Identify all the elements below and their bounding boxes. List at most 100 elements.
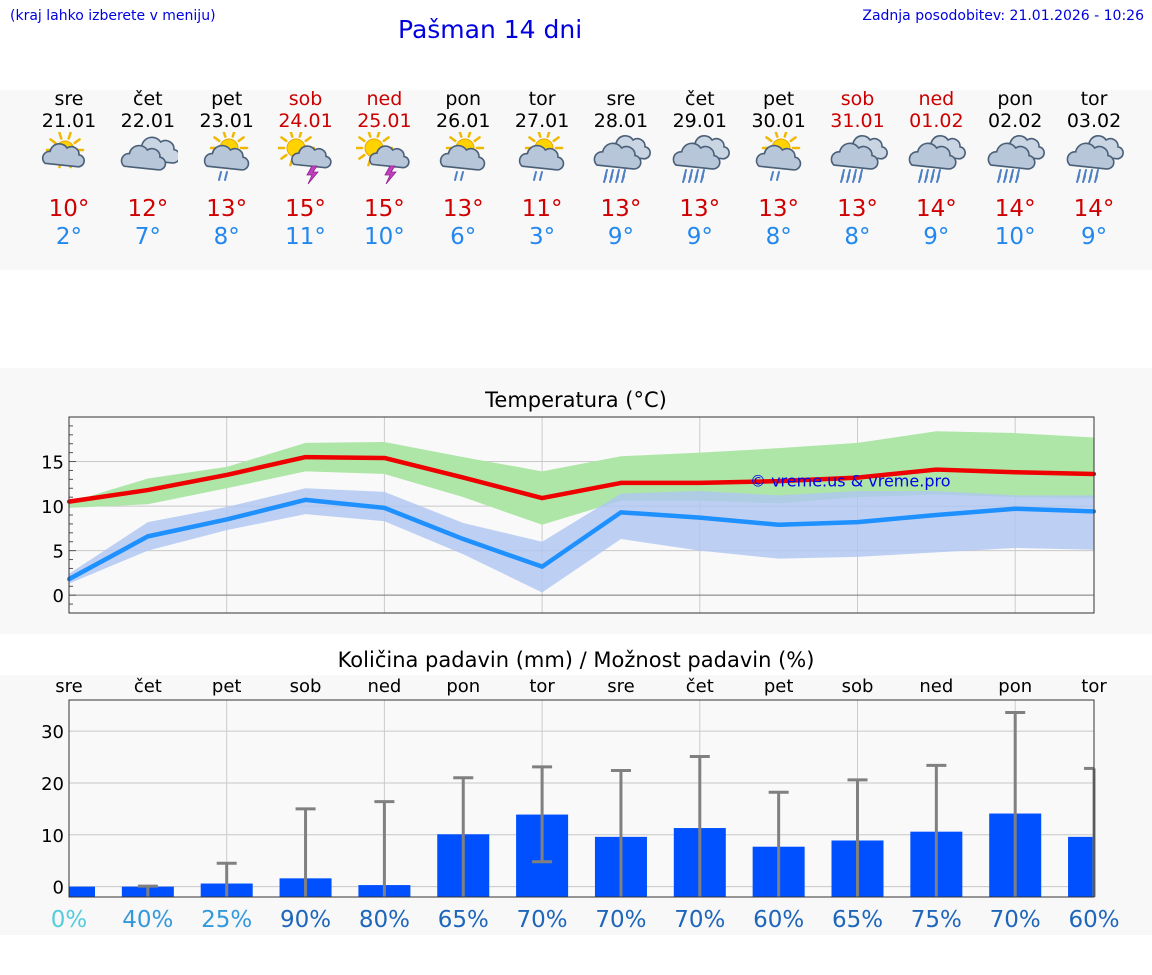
day-column: sob 31.01 13° 8°: [818, 88, 898, 258]
precipitation-bar: [69, 886, 95, 897]
day-column: čet 22.01 12° 7°: [108, 88, 188, 258]
max-temperature-point: [145, 488, 150, 493]
max-temperature-line: [68, 454, 1095, 504]
y-tick-label: 15: [41, 453, 64, 474]
day-name: ned: [918, 88, 955, 110]
y-tick-label: 5: [53, 542, 64, 563]
day-column: sre 28.01 13° 9°: [581, 88, 661, 258]
max-temperature: 10°: [48, 196, 90, 222]
day-date: 30.01: [751, 110, 806, 132]
max-temperature: 14°: [994, 196, 1036, 222]
max-temperature-range-band: [69, 431, 1095, 525]
probability-label: 70%: [990, 907, 1041, 933]
day-name: pet: [211, 88, 243, 110]
max-temperature: 15°: [364, 196, 405, 222]
min-temperature-point: [934, 513, 939, 517]
min-temperature: 6°: [450, 224, 477, 250]
probability-label: 70%: [674, 907, 725, 933]
min-temperature-point: [382, 505, 387, 510]
probability-label: 60%: [1068, 907, 1119, 933]
day-name: pon: [997, 88, 1034, 110]
max-temperature: 11°: [521, 196, 563, 222]
daily-forecast-band: [0, 90, 1152, 270]
day-date: 01.02: [909, 110, 964, 132]
cloud-heavy-rain-icon: [908, 135, 967, 183]
min-temperature: 10°: [994, 224, 1036, 250]
probability-label: 70%: [595, 907, 646, 933]
temperature-chart-title: Temperatura (°C): [485, 388, 667, 412]
day-column: tor 03.02 14° 9°: [1054, 88, 1134, 258]
last-updated: Zadnja posodobitev: 21.01.2026 - 10:26: [862, 8, 1144, 24]
y-tick-label: 10: [41, 497, 64, 518]
min-temperature: 8°: [844, 224, 871, 250]
day-name: pon: [445, 88, 482, 110]
location-hint: (kraj lahko izberete v meniju): [10, 8, 216, 24]
day-name: čet: [685, 88, 715, 110]
max-temperature: 14°: [1073, 196, 1115, 222]
probability-label: 80%: [359, 907, 410, 933]
day-column: ned 01.02 14° 9°: [896, 88, 976, 258]
min-temperature: 9°: [1080, 224, 1108, 250]
min-temperature-point: [855, 520, 860, 525]
max-temperature-point: [934, 467, 939, 472]
day-column: sob 24.01 15° 11°: [266, 88, 346, 258]
day-date: 22.01: [120, 110, 176, 132]
sun-cloud-rain-icon: [439, 132, 486, 181]
min-temperature-point: [1013, 506, 1018, 511]
probability-label: 90%: [280, 907, 331, 933]
day-date: 24.01: [278, 110, 333, 132]
watermark: © vreme.us & vreme.pro: [750, 471, 951, 490]
probability-label: 75%: [911, 907, 962, 933]
category-label: ned: [919, 676, 953, 697]
sun-cloud-rain-icon: [755, 132, 801, 181]
y-tick-label: 20: [41, 774, 64, 795]
cloud-heavy-rain-icon: [987, 135, 1046, 183]
max-temperature: 12°: [127, 196, 169, 222]
day-date: 03.02: [1066, 110, 1122, 132]
day-column: pon 26.01 13° 6°: [423, 88, 503, 258]
min-temperature: 11°: [285, 224, 326, 250]
day-column: pet 30.01 13° 8°: [739, 88, 819, 258]
day-date: 27.01: [514, 110, 570, 132]
max-temperature: 13°: [679, 196, 721, 222]
day-date: 29.01: [672, 110, 727, 132]
plot-frame: [68, 416, 1095, 614]
sun-cloud-icon: [41, 132, 85, 169]
day-name: čet: [133, 88, 163, 110]
day-name: sob: [288, 88, 323, 110]
precipitation-chart: 0 10 20 30 sre čet pet sob ned pon tor sre čet pet sob…: [41, 676, 1120, 933]
probability-label: 70%: [517, 907, 568, 933]
min-temperature-point: [224, 517, 229, 522]
min-temperature: 7°: [134, 224, 161, 250]
min-temperature-line: [67, 497, 1095, 582]
sun-cloud-thunder-icon: [356, 132, 411, 185]
day-name: sre: [606, 88, 636, 110]
category-label: tor: [1081, 676, 1107, 697]
y-tick-label: 10: [41, 826, 64, 847]
probability-label: 60%: [753, 907, 804, 933]
cloud-heavy-rain-icon: [1066, 135, 1124, 183]
category-label: pet: [764, 676, 794, 697]
sun-cloud-rain-icon: [518, 132, 565, 181]
max-temperature: 13°: [600, 196, 642, 222]
precipitation-chart-title: Količina padavin (mm) / Možnost padavin …: [337, 648, 815, 672]
max-temperature: 15°: [285, 196, 326, 222]
category-label: čet: [686, 676, 714, 697]
probability-label: 25%: [201, 907, 252, 933]
day-date: 31.01: [830, 110, 885, 132]
max-temperature-point: [1013, 470, 1018, 475]
day-name: pet: [763, 88, 795, 110]
min-temperature: 2°: [55, 224, 83, 250]
day-date: 26.01: [436, 110, 491, 132]
category-label: ned: [367, 676, 401, 697]
day-name: tor: [1080, 88, 1108, 110]
min-temperature: 8°: [765, 224, 792, 250]
min-temperature-point: [303, 497, 308, 502]
temperature-chart: 0 5 10 15 © vreme.us & vreme.pro: [41, 416, 1097, 614]
category-label: pon: [998, 676, 1032, 697]
max-temperature: 13°: [206, 196, 248, 222]
max-temperature: 13°: [758, 196, 800, 222]
day-name: ned: [366, 88, 403, 110]
sun-cloud-thunder-icon: [277, 132, 332, 185]
